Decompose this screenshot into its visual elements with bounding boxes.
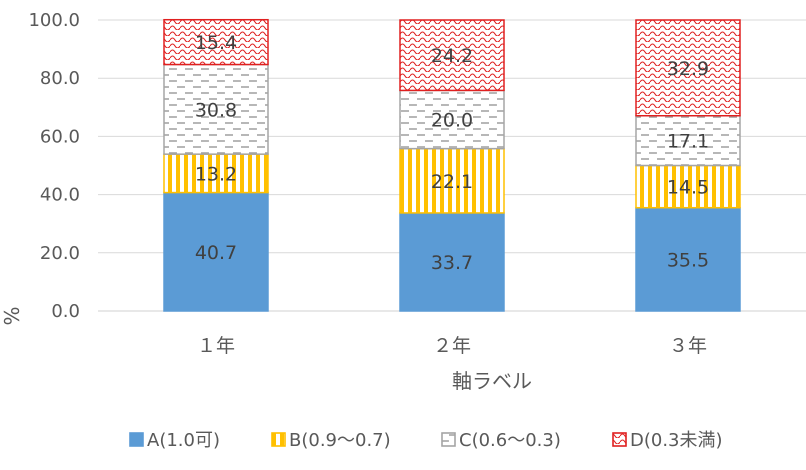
data-label: 30.8 <box>195 99 237 121</box>
legend: A(1.0可) B(0.9〜0.7) C(0.6〜0.3) D(0.3未満) <box>129 430 723 451</box>
bar-segment <box>163 191 269 312</box>
data-label: 33.7 <box>431 252 473 274</box>
data-label: 40.7 <box>195 242 237 264</box>
bar-segment <box>635 206 741 312</box>
data-label: 22.1 <box>431 171 473 193</box>
bar-segment <box>635 114 741 167</box>
x-axis-category-labels: １年 ２年 ３年 <box>197 335 707 357</box>
data-label: 15.4 <box>195 32 237 54</box>
bar-segment <box>635 164 741 209</box>
y-tick-label: 20.0 <box>40 243 80 264</box>
legend-label: A(1.0可) <box>147 430 220 451</box>
y-tick-label: 60.0 <box>40 126 80 147</box>
legend-label: B(0.9〜0.7) <box>289 430 391 451</box>
data-label: 13.2 <box>195 163 237 185</box>
data-label: 35.5 <box>667 249 709 271</box>
x-axis-title: 軸ラベル <box>452 369 532 393</box>
y-tick-label: 80.0 <box>40 68 80 89</box>
data-label: 14.5 <box>667 177 709 199</box>
legend-swatch <box>441 432 456 447</box>
bar-segment <box>635 19 741 117</box>
legend-swatch <box>129 432 144 447</box>
y-tick-label: 40.0 <box>40 185 80 206</box>
legend-swatch <box>612 432 627 447</box>
x-category-label: ３年 <box>669 335 707 357</box>
bar-segment <box>399 19 505 92</box>
legend-label: C(0.6〜0.3) <box>459 430 561 451</box>
legend-swatch <box>271 432 286 447</box>
legend-label: D(0.3未満) <box>630 430 723 451</box>
bar-segment <box>399 212 505 312</box>
bar-segment <box>399 147 505 214</box>
y-axis-title: % <box>0 306 24 325</box>
bar-segment <box>163 18 269 66</box>
bar-segment <box>163 153 269 194</box>
y-tick-label: 100.0 <box>28 10 80 31</box>
data-label: 32.9 <box>667 58 709 80</box>
x-category-label: １年 <box>197 335 235 357</box>
bar-segment <box>399 89 505 150</box>
data-label: 24.2 <box>431 45 473 67</box>
data-label: 17.1 <box>667 131 709 153</box>
y-tick-label: 0.0 <box>51 301 80 322</box>
bars: 40.7 13.2 30.8 15.4 33.7 22.1 20.0 24.2 35.5 14.5… <box>163 18 741 312</box>
data-label: 20.0 <box>431 110 473 132</box>
x-category-label: ２年 <box>433 335 471 357</box>
bar-segment <box>163 63 269 155</box>
y-axis-tick-labels: 0.0 20.0 40.0 60.0 80.0 100.0 <box>28 10 80 322</box>
